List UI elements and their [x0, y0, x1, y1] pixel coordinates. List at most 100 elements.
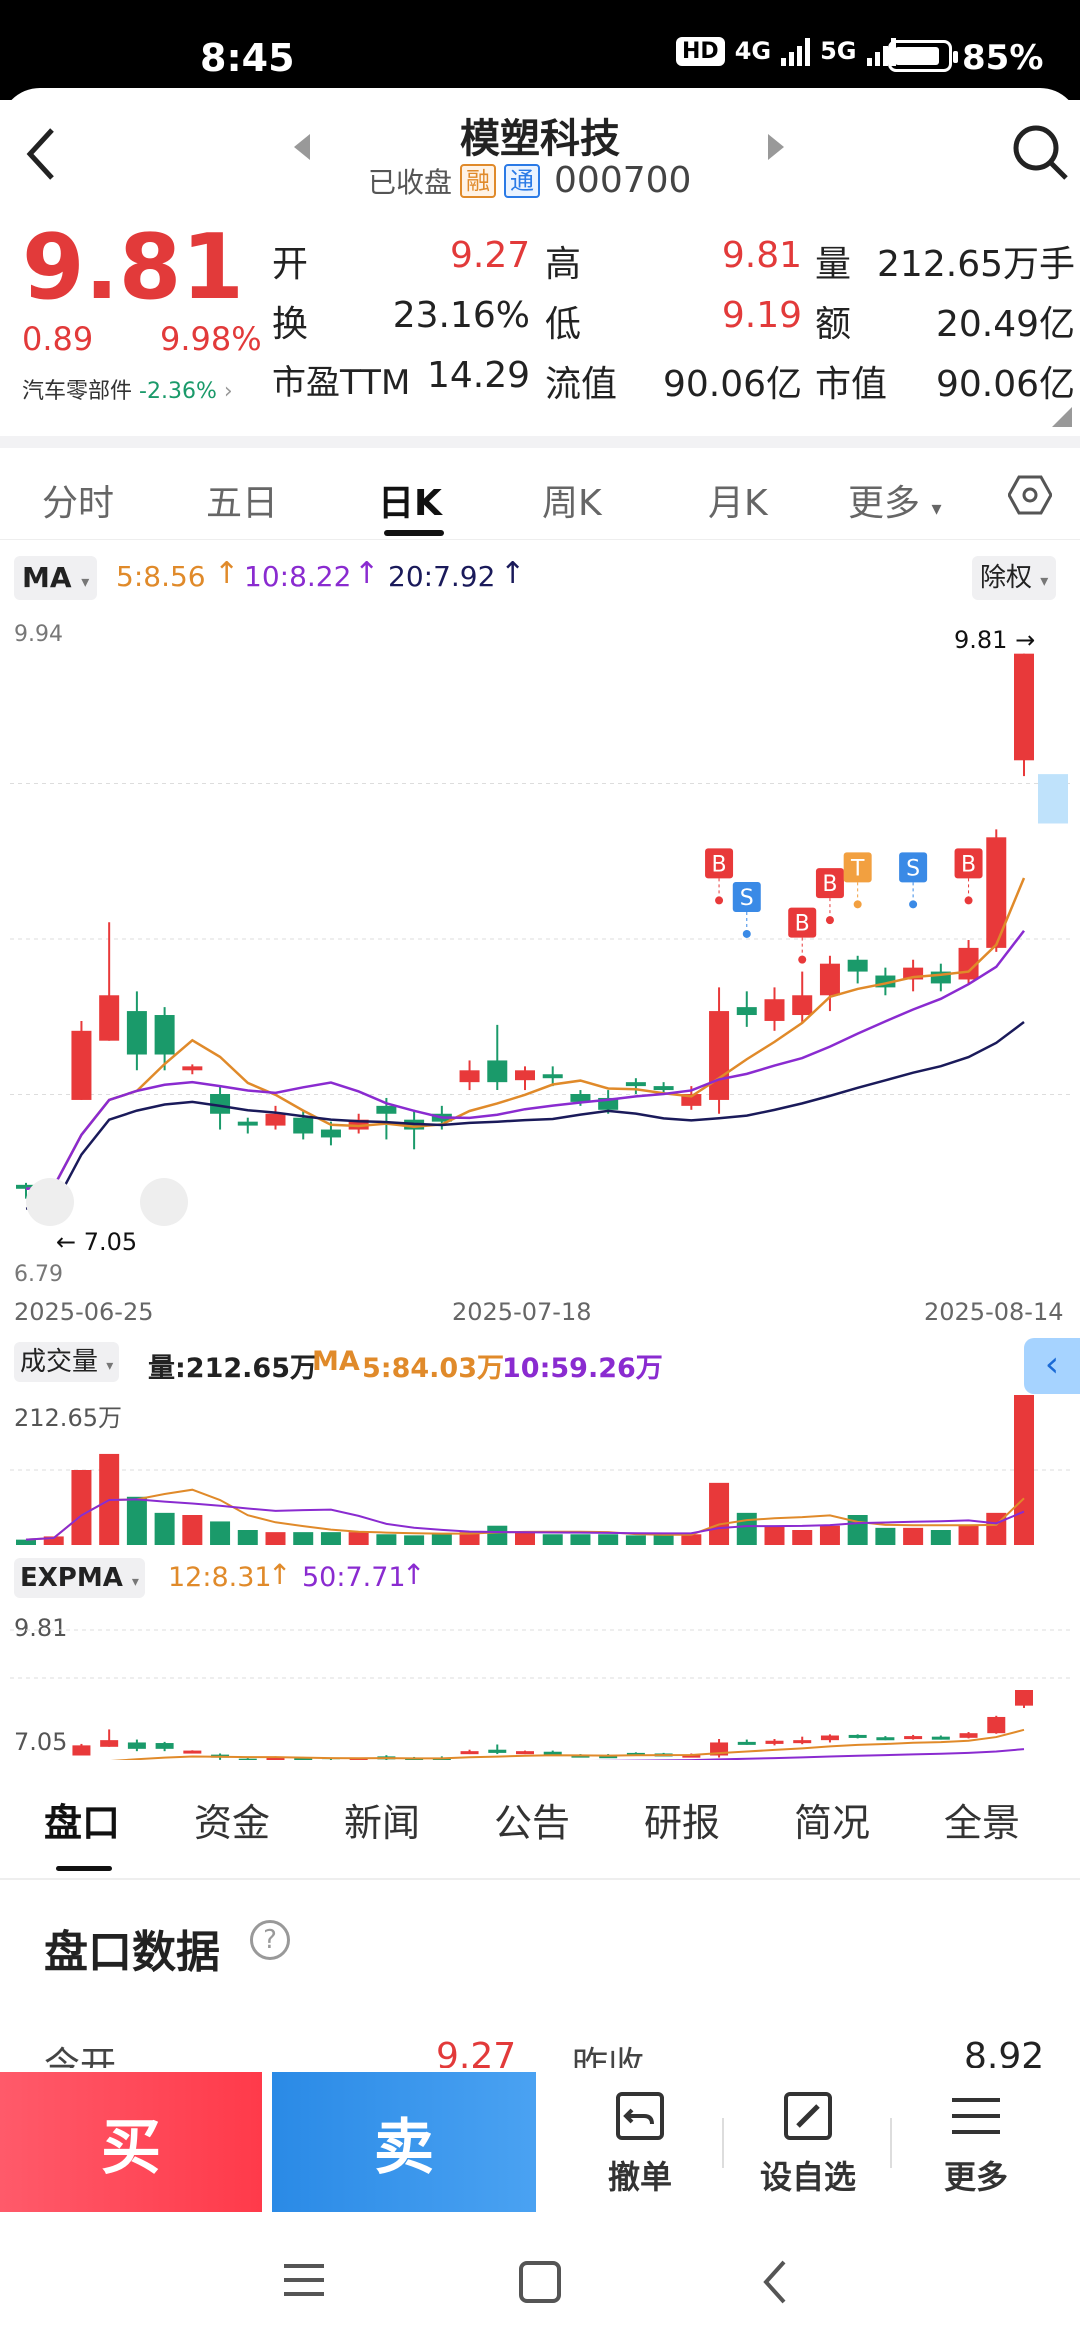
status-bar: 8:45 HD 4G 5G 85% — [0, 0, 1080, 100]
svg-text:T: T — [850, 856, 865, 881]
svg-text:S: S — [740, 886, 754, 911]
volume-bar — [875, 1527, 896, 1545]
volume-bar — [71, 1470, 92, 1545]
volume-ma10: 10:59.26万 — [502, 1353, 663, 1384]
chart-scroll-left-icon — [26, 1178, 74, 1226]
search-icon[interactable] — [1010, 122, 1070, 182]
settings-hex-icon[interactable] — [1008, 475, 1052, 515]
volume-selector[interactable]: 成交量 ▾ — [14, 1342, 120, 1382]
ma10-value: 10:8.22 — [244, 560, 352, 593]
back-icon[interactable] — [22, 124, 62, 184]
candle — [986, 829, 1007, 952]
margin-tag: 融 — [460, 163, 497, 198]
adjust-selector[interactable]: 除权 ▾ — [972, 556, 1057, 600]
volume-ymax: 212.65万 — [14, 1404, 122, 1432]
price-change: 0.89 — [22, 320, 94, 358]
trade-signal-tag: T — [843, 852, 872, 909]
expma-candle — [72, 1743, 91, 1756]
expma-candle — [737, 1739, 756, 1745]
market-cap-label: 市值 — [815, 364, 888, 405]
expma-selector[interactable]: EXPMA ▾ — [14, 1558, 145, 1598]
ma-selector[interactable]: MA ▾ — [14, 556, 98, 600]
trade-signal-tag: B — [788, 907, 817, 964]
volume-bar — [515, 1532, 535, 1545]
menu-icon — [952, 2098, 1000, 2134]
candle — [376, 1097, 397, 1140]
menu-nav-icon[interactable] — [282, 2260, 326, 2300]
help-icon[interactable]: ? — [250, 1920, 290, 1960]
expma-candle — [820, 1734, 839, 1743]
svg-text:S: S — [906, 856, 920, 881]
sell-button[interactable]: 卖 — [272, 2072, 536, 2212]
tab-intraday[interactable]: 分时 — [42, 483, 115, 524]
volume-bar — [819, 1525, 840, 1545]
industry-name: 汽车零部件 — [22, 379, 133, 404]
tab-weekly-k[interactable]: 周K — [542, 483, 602, 524]
candle — [625, 1078, 646, 1095]
system-nav-bar — [0, 2218, 1080, 2340]
candle — [99, 922, 120, 1041]
volume-bar — [293, 1532, 314, 1545]
trade-signal-tag: B — [954, 848, 983, 905]
expma-candle — [765, 1738, 784, 1746]
tab-monthly-k[interactable]: 月K — [708, 483, 768, 524]
expma50-value: 50:7.71 — [302, 1562, 406, 1593]
tab-funds[interactable]: 资金 — [194, 1801, 271, 1845]
network-5g-label: 5G — [820, 37, 857, 65]
volume-bar — [459, 1532, 480, 1545]
collapse-panel-icon[interactable]: ‹ — [1024, 1338, 1080, 1394]
tab-order-book[interactable]: 盘口 — [44, 1801, 121, 1845]
volume-bar — [43, 1536, 64, 1545]
expand-corner-icon[interactable] — [1052, 407, 1072, 427]
volume-bar — [16, 1539, 36, 1545]
prev-stock-icon[interactable] — [292, 132, 312, 162]
volume-bar — [764, 1525, 785, 1545]
volume-chart[interactable] — [0, 1380, 1080, 1550]
industry-link[interactable]: 汽车零部件 -2.36% › — [22, 373, 233, 405]
volume-bar — [736, 1512, 757, 1545]
tab-more[interactable]: 更多 ▾ — [848, 483, 942, 524]
trade-signal-tag: B — [815, 868, 844, 925]
divider — [0, 1878, 1080, 1880]
tab-overview[interactable]: 全景 — [944, 1801, 1021, 1845]
svg-text:B: B — [961, 852, 976, 877]
expma-candle — [488, 1744, 507, 1755]
tab-news[interactable]: 新闻 — [344, 1801, 421, 1845]
volume-bar — [681, 1534, 702, 1545]
volume-ma-label: MA — [312, 1346, 360, 1377]
battery-level: 85% — [962, 38, 1044, 78]
next-stock-icon[interactable] — [766, 132, 786, 162]
tab-daily-k[interactable]: 日K — [378, 483, 442, 524]
add-watchlist-button[interactable]: 设自选 — [748, 2088, 868, 2198]
candle — [1014, 653, 1034, 777]
float-cap-label: 流值 — [545, 364, 618, 405]
battery-icon — [888, 40, 958, 72]
expma-candle — [155, 1741, 174, 1752]
buy-button[interactable]: 买 — [0, 2072, 262, 2212]
expma-candle — [710, 1738, 729, 1758]
expma-ymax: 9.81 — [14, 1614, 68, 1642]
expma-candle — [543, 1750, 562, 1755]
more-button[interactable]: 更多 — [916, 2088, 1036, 2198]
tab-profile[interactable]: 简况 — [794, 1801, 871, 1845]
quote-panel: 9.81 0.89 9.98% 汽车零部件 -2.36% › 开 9.27 高 … — [0, 215, 1080, 427]
divider — [0, 436, 1080, 448]
x-date-start: 2025-06-25 — [14, 1298, 154, 1326]
tab-research[interactable]: 研报 — [644, 1801, 721, 1845]
svg-text:B: B — [822, 872, 837, 897]
tab-five-day[interactable]: 五日 — [206, 483, 279, 524]
expma-chart[interactable] — [0, 1600, 1080, 1760]
expma-candle — [1015, 1690, 1033, 1708]
home-nav-icon[interactable] — [518, 2260, 562, 2304]
back-nav-icon[interactable] — [760, 2258, 790, 2306]
stock-subline: 已收盘 融 通 000700 — [368, 160, 691, 201]
volume-bar — [930, 1530, 951, 1545]
volume-bar — [237, 1530, 258, 1545]
cancel-order-button[interactable]: 撤单 — [580, 2088, 700, 2198]
ma5-value: 5:8.56 — [116, 560, 206, 593]
turnover-value: 23.16% — [392, 295, 530, 336]
expma-candle — [100, 1729, 119, 1747]
candle — [487, 1024, 508, 1091]
tab-announcements[interactable]: 公告 — [494, 1801, 571, 1845]
